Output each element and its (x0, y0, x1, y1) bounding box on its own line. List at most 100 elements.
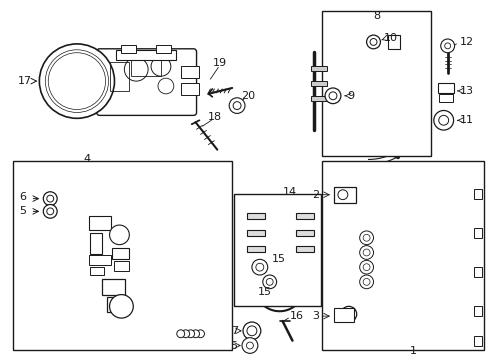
Bar (310, 67, 326, 71)
Bar (246, 230, 264, 236)
Bar (437, 83, 453, 93)
Text: 8: 8 (372, 12, 379, 22)
Bar (89, 216, 110, 230)
Text: 7: 7 (230, 326, 238, 336)
Circle shape (337, 190, 347, 199)
Bar (473, 189, 481, 199)
Bar (181, 67, 198, 78)
Circle shape (124, 58, 148, 81)
Bar (246, 213, 264, 219)
Circle shape (255, 263, 263, 271)
Circle shape (246, 326, 256, 336)
Circle shape (363, 234, 369, 241)
Text: 1: 1 (409, 346, 416, 356)
Text: 18: 18 (208, 112, 222, 122)
Bar (116, 50, 175, 59)
Circle shape (229, 98, 244, 113)
Circle shape (43, 204, 57, 218)
Circle shape (265, 278, 273, 285)
Circle shape (196, 330, 204, 338)
Circle shape (359, 246, 373, 259)
Circle shape (39, 44, 114, 118)
Text: 13: 13 (459, 86, 472, 96)
Text: 15: 15 (257, 287, 271, 297)
Text: 17: 17 (18, 76, 32, 86)
Circle shape (444, 43, 450, 49)
Bar (387, 35, 399, 49)
Text: 19: 19 (213, 58, 227, 68)
Circle shape (341, 314, 349, 322)
Circle shape (440, 39, 454, 53)
Circle shape (325, 88, 340, 104)
Circle shape (340, 306, 356, 322)
Text: 6: 6 (19, 192, 26, 202)
Circle shape (47, 208, 54, 215)
Circle shape (328, 92, 336, 100)
Circle shape (158, 78, 173, 94)
Text: 5: 5 (230, 341, 237, 351)
Circle shape (242, 338, 257, 354)
Circle shape (177, 330, 184, 338)
Bar (296, 230, 314, 236)
Text: 2: 2 (311, 190, 319, 200)
Circle shape (363, 264, 369, 271)
Bar (102, 279, 125, 294)
Circle shape (262, 275, 276, 289)
Bar (473, 267, 481, 277)
Circle shape (233, 102, 241, 109)
Bar (322, 161, 483, 350)
Circle shape (438, 116, 447, 125)
Circle shape (109, 225, 129, 245)
Circle shape (359, 275, 373, 289)
Circle shape (67, 71, 87, 91)
Text: 9: 9 (346, 91, 353, 101)
Bar (438, 94, 452, 102)
Circle shape (51, 56, 102, 107)
Bar (111, 248, 129, 259)
Bar (333, 308, 353, 322)
Text: 12: 12 (459, 37, 473, 47)
Circle shape (359, 231, 373, 245)
Text: 3: 3 (311, 311, 319, 321)
Bar (181, 83, 198, 95)
Text: 10: 10 (383, 33, 397, 43)
Bar (310, 96, 326, 101)
Circle shape (243, 322, 260, 339)
Bar (322, 10, 430, 156)
Bar (113, 261, 129, 271)
FancyBboxPatch shape (97, 49, 196, 116)
Circle shape (109, 294, 133, 318)
Circle shape (251, 259, 267, 275)
Circle shape (433, 111, 453, 130)
Bar (121, 45, 136, 53)
Bar (90, 267, 103, 275)
Bar (473, 336, 481, 346)
Circle shape (182, 330, 189, 338)
Bar (109, 62, 129, 91)
Bar (89, 256, 110, 265)
Bar (131, 57, 161, 76)
Text: 11: 11 (459, 115, 472, 125)
Bar (246, 246, 264, 252)
Bar (296, 246, 314, 252)
Circle shape (366, 35, 380, 49)
Circle shape (186, 330, 194, 338)
Circle shape (246, 342, 253, 349)
Text: 5: 5 (19, 206, 26, 216)
Circle shape (151, 57, 170, 76)
Text: 15: 15 (271, 254, 285, 264)
Text: 14: 14 (282, 187, 296, 197)
Circle shape (43, 192, 57, 206)
Circle shape (45, 50, 108, 112)
Bar (106, 297, 126, 312)
Bar (13, 161, 232, 350)
Circle shape (47, 195, 54, 202)
Circle shape (48, 53, 105, 109)
Circle shape (191, 330, 199, 338)
Circle shape (363, 278, 369, 285)
Text: 4: 4 (83, 154, 90, 165)
Bar (310, 81, 326, 86)
Circle shape (359, 260, 373, 274)
Text: 20: 20 (241, 91, 255, 101)
Bar (234, 194, 321, 306)
